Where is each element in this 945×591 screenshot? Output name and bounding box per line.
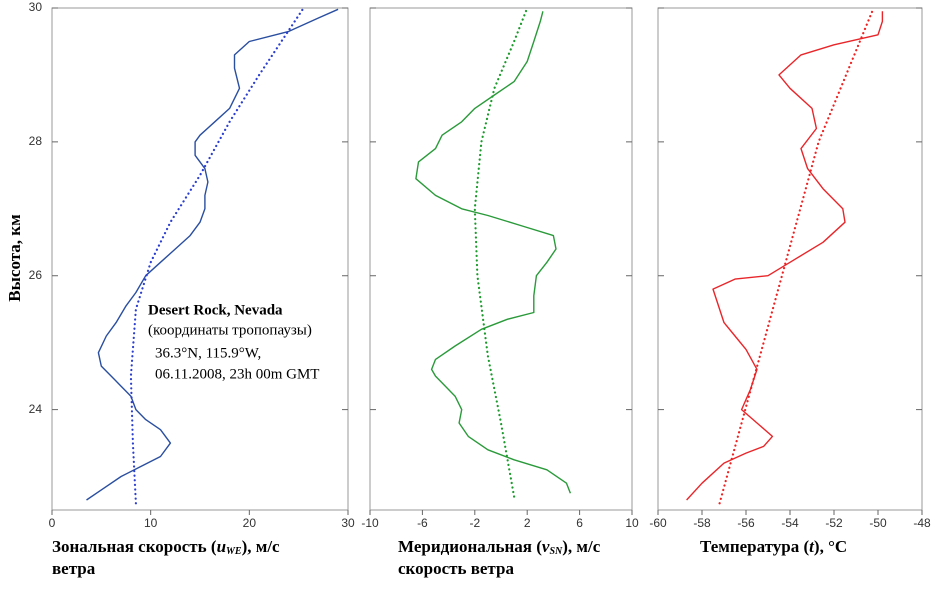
x-axis-label-part: Меридиональная ( xyxy=(398,537,542,556)
x-axis-label-var: u xyxy=(217,537,226,556)
x-axis-label: ветра xyxy=(52,559,96,578)
x-axis-label-part: Температура ( xyxy=(700,537,810,556)
x-tick-label: 0 xyxy=(49,516,56,530)
annotation: (координаты тропопаузы) xyxy=(148,322,312,338)
y-tick-label: 30 xyxy=(29,0,43,14)
x-tick-label: 10 xyxy=(625,516,639,530)
x-tick-label: -2 xyxy=(469,516,480,530)
x-axis-label-sub: SN xyxy=(549,546,563,557)
x-axis-label-part: ), °C xyxy=(814,537,847,556)
x-axis-label: Меридиональная (vSN), м/с xyxy=(398,537,601,557)
x-axis-label-part: ), м/с xyxy=(562,537,600,556)
x-axis-label-var: v xyxy=(542,537,550,556)
y-axis-label: Высота, км xyxy=(5,214,24,302)
y-tick-label: 28 xyxy=(29,134,43,148)
y-tick-label: 24 xyxy=(29,402,43,416)
fit-line xyxy=(473,6,529,498)
x-axis-label-var: t xyxy=(809,537,815,556)
x-tick-label: -10 xyxy=(361,516,379,530)
x-axis-label-part: Зональная скорость ( xyxy=(52,537,217,556)
annotation: Desert Rock, Nevada xyxy=(148,302,283,318)
x-tick-label: 20 xyxy=(243,516,257,530)
x-tick-label: 30 xyxy=(341,516,355,530)
fit-line xyxy=(129,6,305,505)
x-axis-label: Зональная скорость (uWE), м/с xyxy=(52,537,280,557)
plot-frame xyxy=(369,7,633,511)
x-tick-label: -58 xyxy=(693,516,711,530)
x-axis-label-sub: WE xyxy=(226,546,242,557)
x-tick-label: -56 xyxy=(737,516,755,530)
x-tick-label: 2 xyxy=(524,516,531,530)
y-tick-label: 26 xyxy=(29,268,43,282)
annotation: 06.11.2008, 23h 00m GMT xyxy=(155,366,319,382)
profile-line xyxy=(86,8,339,501)
annotation: 36.3°N, 115.9°W, xyxy=(155,345,261,361)
x-tick-label: 6 xyxy=(576,516,583,530)
x-tick-label: -6 xyxy=(417,516,428,530)
profile-line xyxy=(415,11,572,494)
x-axis-label: Температура (t), °C xyxy=(700,537,847,556)
x-tick-label: -50 xyxy=(869,516,887,530)
x-axis-label-part: ), м/с xyxy=(242,537,280,556)
x-tick-label: -48 xyxy=(913,516,931,530)
x-tick-label: -54 xyxy=(781,516,799,530)
x-tick-label: 10 xyxy=(144,516,158,530)
x-tick-label: -60 xyxy=(649,516,667,530)
x-axis-label: скорость ветра xyxy=(398,559,514,578)
profile-line xyxy=(686,11,884,501)
fit-line xyxy=(718,6,875,505)
plot-frame xyxy=(51,7,349,511)
plot-frame xyxy=(657,7,923,511)
x-tick-label: -52 xyxy=(825,516,843,530)
